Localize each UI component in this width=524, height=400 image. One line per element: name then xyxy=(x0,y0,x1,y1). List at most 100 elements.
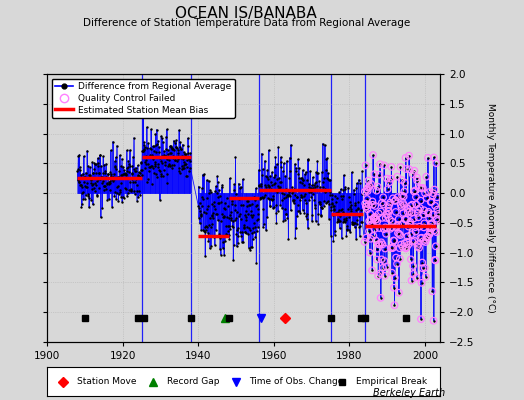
Point xyxy=(353,217,362,223)
Point xyxy=(409,271,418,277)
Point xyxy=(407,202,415,209)
Point xyxy=(406,222,414,228)
Point xyxy=(220,205,228,212)
Point xyxy=(74,152,82,159)
Point xyxy=(432,243,440,250)
Point xyxy=(398,221,407,227)
Point xyxy=(283,214,292,221)
Point xyxy=(333,194,341,201)
Point xyxy=(291,161,299,167)
Point xyxy=(331,192,340,199)
Point xyxy=(136,192,144,198)
Point xyxy=(340,172,348,178)
Point xyxy=(298,194,307,200)
Point xyxy=(181,160,190,167)
Point xyxy=(107,176,116,182)
Point xyxy=(293,194,301,200)
Point xyxy=(133,198,141,204)
Point xyxy=(256,195,264,201)
Point xyxy=(321,142,329,148)
Point xyxy=(430,186,439,193)
Point xyxy=(347,205,356,212)
Point xyxy=(407,277,416,284)
Point xyxy=(301,169,310,175)
Point xyxy=(409,271,418,277)
Point xyxy=(417,197,425,204)
Point xyxy=(340,187,348,193)
Point xyxy=(119,163,127,170)
Point xyxy=(410,215,418,222)
Point xyxy=(377,239,386,246)
Point xyxy=(432,243,440,250)
Point xyxy=(339,219,347,225)
Point xyxy=(126,147,134,153)
Point xyxy=(434,211,442,217)
Point xyxy=(159,167,168,174)
Point xyxy=(414,214,423,220)
Point xyxy=(305,180,314,187)
Point xyxy=(276,179,284,185)
Point xyxy=(390,302,399,308)
Point xyxy=(236,229,244,235)
Point xyxy=(422,237,430,243)
Point xyxy=(90,185,98,192)
Point xyxy=(212,227,220,233)
Point xyxy=(261,192,269,198)
Point xyxy=(288,188,296,194)
Point xyxy=(401,216,409,222)
Point xyxy=(286,192,294,199)
Point xyxy=(196,208,204,215)
Point xyxy=(398,177,406,183)
Point xyxy=(411,224,420,230)
Point xyxy=(212,190,221,196)
Point xyxy=(406,219,414,225)
Point xyxy=(242,214,250,220)
Point xyxy=(370,226,379,232)
Point xyxy=(410,238,419,244)
Point xyxy=(376,270,385,276)
Point xyxy=(205,222,213,228)
Point xyxy=(277,159,286,166)
Point xyxy=(234,225,242,231)
Point xyxy=(147,146,156,152)
Point xyxy=(110,176,118,182)
Point xyxy=(265,196,274,202)
Point xyxy=(418,280,426,286)
Point xyxy=(233,209,241,215)
Point xyxy=(342,217,350,224)
Point xyxy=(252,185,260,192)
Point xyxy=(287,187,296,194)
Point xyxy=(392,254,400,261)
Point xyxy=(380,273,389,279)
Point xyxy=(233,243,241,250)
Point xyxy=(89,181,97,187)
Point xyxy=(154,164,162,170)
Point xyxy=(282,194,291,200)
Point xyxy=(415,224,423,230)
Point xyxy=(317,212,325,218)
Legend: Difference from Regional Average, Quality Control Failed, Estimated Station Mean: Difference from Regional Average, Qualit… xyxy=(52,78,235,118)
Point xyxy=(382,211,390,218)
Point xyxy=(288,190,297,196)
Point xyxy=(86,164,94,170)
Point xyxy=(399,200,407,206)
Point xyxy=(273,188,281,195)
Point xyxy=(326,207,335,214)
Point xyxy=(144,140,152,146)
Point xyxy=(300,210,309,216)
Point xyxy=(170,162,178,168)
Point xyxy=(214,200,223,207)
Point xyxy=(225,235,234,242)
Point xyxy=(323,155,331,162)
Point xyxy=(165,162,173,168)
Point xyxy=(335,225,344,232)
Point xyxy=(119,195,128,201)
Point xyxy=(408,210,416,216)
Point xyxy=(413,210,422,216)
Point xyxy=(248,244,256,251)
Point xyxy=(432,160,440,166)
Point xyxy=(279,160,288,167)
Point xyxy=(151,160,159,167)
Y-axis label: Monthly Temperature Anomaly Difference (°C): Monthly Temperature Anomaly Difference (… xyxy=(486,103,495,313)
Point xyxy=(381,245,389,252)
